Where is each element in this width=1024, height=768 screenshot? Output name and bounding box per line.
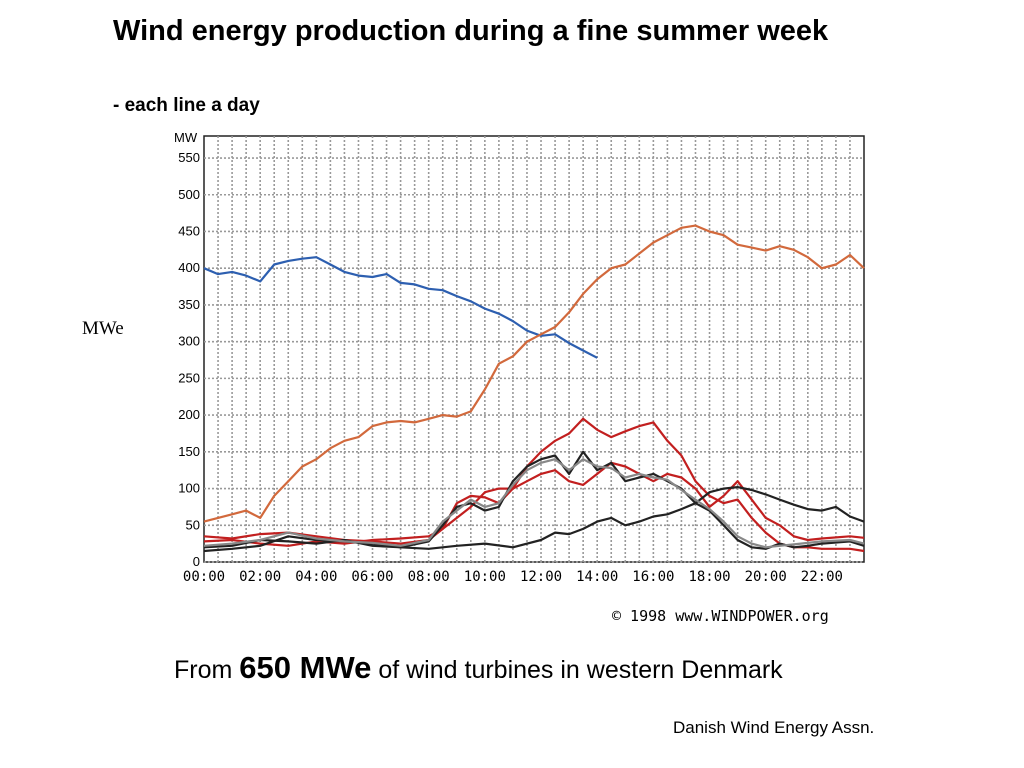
x-tick-label: 14:00 [576,569,618,585]
y-tick-label: 50 [186,517,200,532]
y-tick-label: 150 [178,444,200,459]
x-tick-label: 20:00 [745,569,787,585]
caption: From 650 MWe of wind turbines in western… [174,650,783,686]
x-tick-label: 08:00 [408,569,450,585]
x-tick-label: 18:00 [688,569,730,585]
series-line-7 [203,458,865,549]
slide-title: Wind energy production during a fine sum… [113,15,829,47]
x-tick-label: 00:00 [183,569,225,585]
caption-prefix: From [174,656,240,684]
side-axis-label: MWe [82,318,124,339]
x-tick-label: 04:00 [295,569,337,585]
y-tick-label: 250 [178,370,200,385]
source-credit: Danish Wind Energy Assn. [673,718,875,737]
series-line-5 [203,486,865,550]
y-tick-label: 350 [178,297,200,312]
y-tick-label: 450 [178,223,200,238]
y-tick-label: 500 [178,187,200,202]
x-tick-label: 22:00 [801,569,843,585]
y-tick-label: 200 [178,407,200,422]
grid [203,135,865,563]
y-tick-label: 550 [178,150,200,165]
x-tick-label: 12:00 [520,569,562,585]
y-axis-label: MW [174,130,198,145]
y-tick-label: 0 [193,554,200,569]
series-line-4 [203,461,865,545]
series-group [203,224,865,553]
y-tick-label: 300 [178,334,200,349]
tick-labels: 0 50 100 150 200 250 300 350 400 450 500 550 00:00 02… [178,150,843,585]
x-tick-label: 06:00 [351,569,393,585]
copyright-label: © 1998 www.WINDPOWER.org [612,607,829,625]
caption-capacity: 650 MWe [239,650,372,685]
series-line-2 [203,224,865,523]
x-tick-label: 02:00 [239,569,281,585]
x-tick-label: 16:00 [632,569,674,585]
caption-suffix: of wind turbines in western Denmark [371,656,783,684]
y-tick-label: 100 [178,481,200,496]
y-tick-label: 400 [178,260,200,275]
series-line-3 [203,417,865,553]
wind-production-chart: 0 50 100 150 200 250 300 350 400 450 500 550 00:00 02… [174,130,865,625]
slide-subtitle: - each line a day [113,95,260,116]
series-line-1 [203,256,598,359]
x-tick-label: 10:00 [464,569,506,585]
